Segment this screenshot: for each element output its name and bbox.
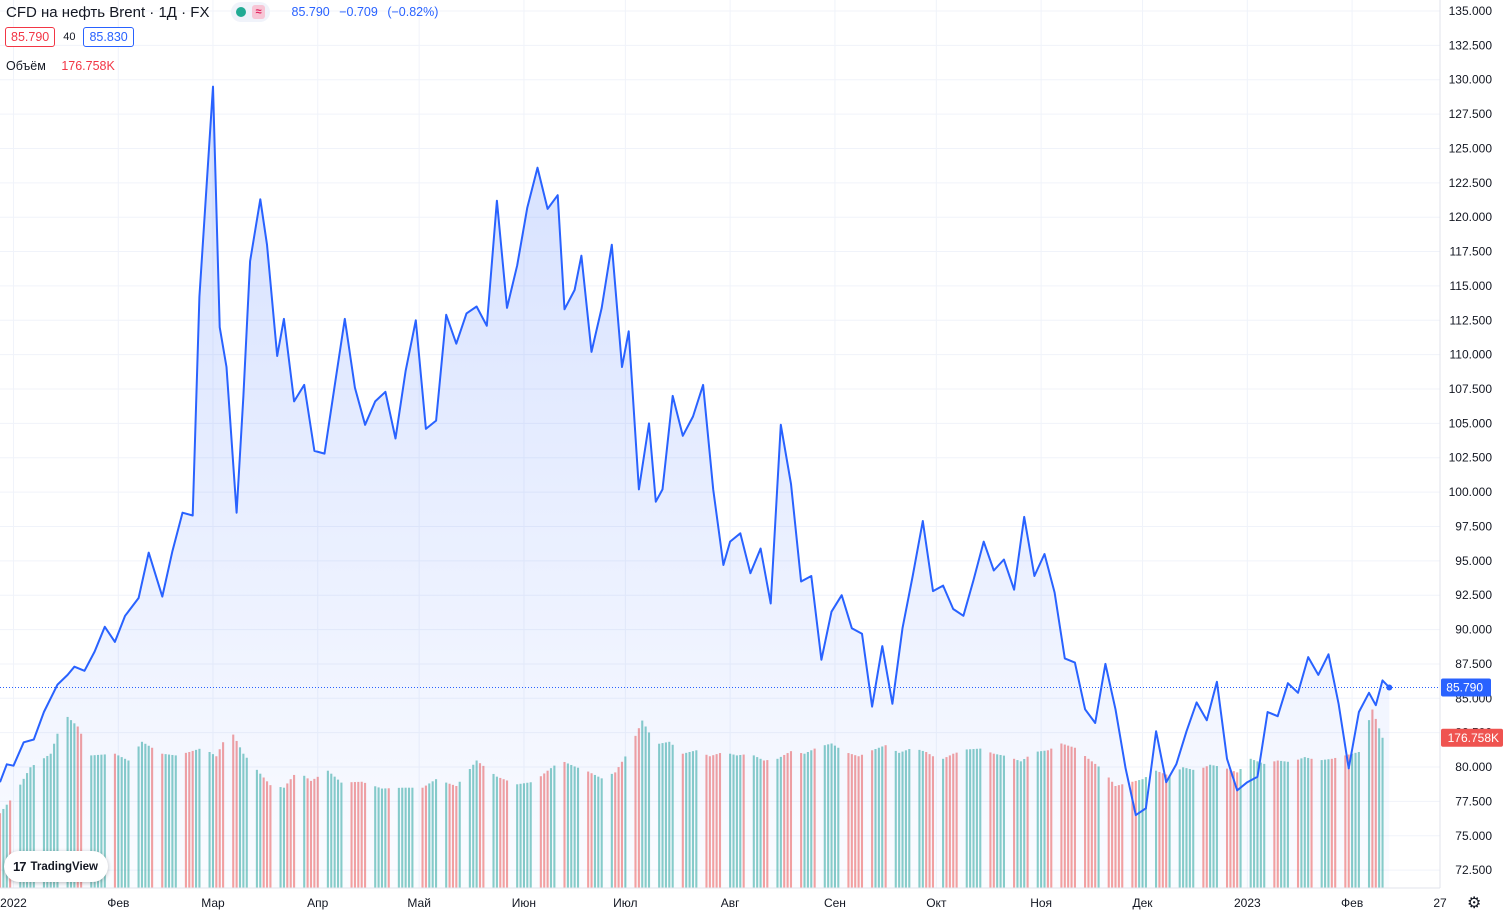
y-tick-label: 92.500 (1455, 588, 1492, 602)
tradingview-logo-icon: 17 (13, 859, 27, 874)
volume-tag-bg (1441, 728, 1503, 747)
y-tick-label: 102.500 (1449, 451, 1493, 465)
x-tick-label: Фев (107, 896, 129, 910)
x-tick-label: Дек (1133, 896, 1154, 910)
logo-text: TradingView (30, 860, 98, 873)
x-tick-label: Авг (721, 896, 740, 910)
y-tick-label: 75.000 (1455, 829, 1492, 843)
x-tick-label: Ноя (1030, 896, 1052, 910)
bid-ask-row: 85.790 40 85.830 (5, 27, 134, 47)
y-tick-label: 72.500 (1455, 863, 1492, 877)
y-tick-label: 97.500 (1455, 519, 1492, 533)
price-line (0, 85, 1391, 817)
price-area-fill (0, 86, 1390, 889)
sell-button[interactable]: 85.790 (5, 27, 56, 47)
price-tags: 85.790 176.758K (0, 678, 1503, 747)
y-tick-label: 132.500 (1449, 38, 1493, 52)
tradingview-logo[interactable]: 17 TradingView (4, 851, 108, 882)
y-tick-label: 105.000 (1449, 416, 1493, 430)
y-tick-label: 130.000 (1449, 73, 1493, 87)
chart-header: CFD на нефть Brent · 1Д · FX ≈ 85.790 −0… (6, 2, 444, 22)
x-tick-label: Мар (201, 896, 225, 910)
x-tick-label: 2022 (0, 896, 27, 910)
y-tick-label: 112.500 (1450, 313, 1493, 327)
x-tick-label: Сен (824, 896, 846, 910)
x-tick-label: 27 (1433, 896, 1447, 910)
y-tick-label: 80.000 (1455, 760, 1492, 774)
approx-icon: ≈ (252, 5, 265, 19)
y-tick-label: 115.000 (1450, 279, 1493, 293)
x-tick-label: 2023 (1234, 896, 1261, 910)
price-tag: 85.790 (1446, 680, 1483, 694)
y-tick-label: 122.500 (1449, 176, 1493, 190)
volume-label: Объём (6, 59, 46, 73)
y-tick-label: 110.000 (1450, 348, 1493, 362)
x-tick-label: Июл (613, 896, 637, 910)
y-tick-label: 90.000 (1455, 623, 1492, 637)
x-tick-label: Фев (1341, 896, 1363, 910)
y-tick-label: 120.000 (1449, 210, 1493, 224)
y-tick-label: 135.000 (1449, 4, 1493, 18)
gear-icon[interactable]: ⚙ (1467, 895, 1482, 912)
x-tick-label: Май (407, 896, 431, 910)
price-change-pct: (−0.82%) (387, 5, 439, 19)
y-tick-label: 77.500 (1455, 794, 1492, 808)
x-tick-label: Июн (512, 896, 536, 910)
y-tick-label: 125.000 (1449, 141, 1493, 155)
last-price: 85.790 (291, 5, 330, 19)
volume-tag: 176.758K (1448, 731, 1499, 745)
market-open-icon (236, 7, 247, 17)
price-change: −0.709 (339, 5, 378, 19)
symbol-title[interactable]: CFD на нефть Brent · 1Д · FX (6, 3, 210, 21)
y-tick-label: 117.500 (1450, 245, 1493, 259)
status-pill[interactable]: ≈ (231, 2, 270, 22)
price-tag-bg (1441, 678, 1491, 697)
y-tick-label: 100.000 (1449, 485, 1493, 499)
volume-legend[interactable]: Объём 176.758K (6, 59, 115, 73)
price-area (0, 85, 1393, 889)
y-tick-label: 107.500 (1449, 382, 1493, 396)
x-tick-label: Апр (307, 896, 329, 910)
x-tick-label: Окт (926, 896, 947, 910)
y-tick-label: 95.000 (1455, 554, 1492, 568)
header-quote: 85.790 −0.709 (−0.82%) (292, 5, 445, 19)
buy-button[interactable]: 85.830 (83, 27, 134, 47)
volume-value: 176.758K (61, 59, 115, 73)
y-tick-label: 87.500 (1455, 657, 1492, 671)
spread-value: 40 (63, 31, 76, 43)
y-tick-label: 127.500 (1449, 107, 1493, 121)
